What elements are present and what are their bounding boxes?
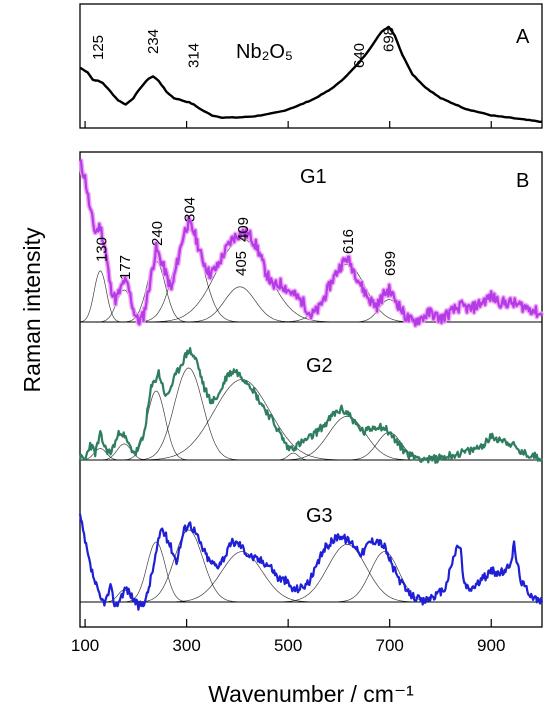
x-tick-label: 700 (376, 636, 404, 655)
panel-a-peak-label: 234 (145, 29, 162, 54)
x-axis-title: Wavenumber / cm⁻¹ (208, 681, 414, 707)
series-line-g2 (78, 347, 544, 464)
panel-b-tick-group: 100 300 500 700 900 (71, 619, 505, 655)
fit-peak-g3 (327, 551, 442, 603)
panel-a-tick-group (84, 121, 492, 128)
panel-b-peak-label: 616 (340, 229, 357, 254)
x-tick-label: 900 (477, 636, 505, 655)
panel-a-peak-label: 125 (90, 35, 107, 60)
fit-peak-g1 (179, 286, 301, 323)
fit-peak-g1 (79, 270, 125, 323)
fit-peak-g3 (131, 529, 246, 603)
series-line-g3 (78, 513, 544, 611)
panel-b-series-label-group: G1 G2 G3 (300, 166, 333, 527)
panel-b-annotation-group: 130 177 240 304 409 405 616 699 (93, 197, 399, 280)
panel-a-peak-label: 314 (186, 43, 203, 68)
panel-b-peak-label: 699 (382, 251, 399, 276)
panel-b-fit-group (79, 228, 542, 603)
fit-peak-g2 (340, 432, 438, 461)
fit-peak-g2 (131, 367, 246, 461)
panel-b-peak-label: 130 (93, 237, 110, 262)
x-tick-label: 500 (274, 636, 302, 655)
panel-b-letter: B (516, 170, 529, 192)
series-line-g1 (79, 159, 543, 327)
panel-b-series-group (78, 157, 545, 611)
series-label-g3: G3 (306, 505, 333, 527)
panel-a-frame (79, 3, 543, 129)
x-tick-label: 100 (71, 636, 99, 655)
panel-b-frame (79, 151, 543, 628)
panel-a-peak-label: 640 (351, 43, 368, 68)
panel-a-letter: A (516, 26, 530, 48)
y-axis-title: Raman intensity (19, 227, 45, 392)
panel-b-peak-label: 405 (233, 251, 250, 276)
fit-peak-g3 (160, 551, 324, 603)
fit-peak-g2 (79, 448, 125, 461)
fit-peak-g2 (119, 390, 193, 461)
fit-peak-g3 (269, 544, 425, 603)
panel-b-peak-label: 240 (149, 221, 166, 246)
panel-b-peak-label: 177 (117, 255, 134, 280)
fit-peak-g2 (273, 415, 421, 461)
panel-b-peak-label: 304 (182, 197, 199, 222)
panel-a-annotation-group: 125 234 314 640 698 (90, 27, 398, 68)
fit-peak-g2 (272, 452, 314, 461)
panel-a-peak-label: 698 (381, 27, 398, 52)
x-tick-label: 300 (172, 636, 200, 655)
series-label-g2: G2 (306, 355, 333, 377)
panel-a-series-line (79, 25, 542, 123)
panel-a-series-group (79, 25, 542, 123)
panel-b-peak-label: 409 (235, 217, 252, 242)
series-label-g1: G1 (300, 166, 327, 188)
panel-a-compound-label: Nb₂O₅ (236, 41, 293, 63)
